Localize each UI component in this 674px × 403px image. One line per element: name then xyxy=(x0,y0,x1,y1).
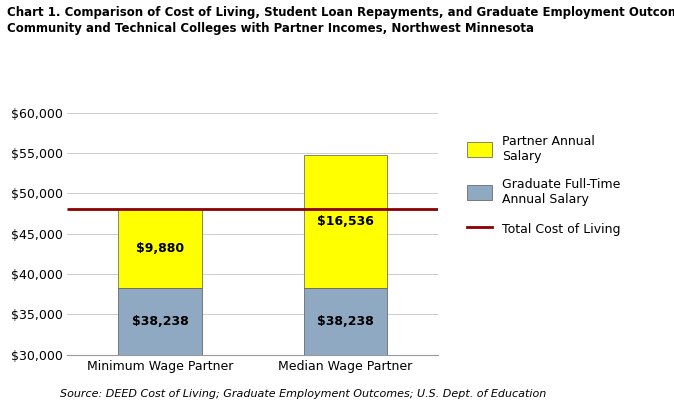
Text: $38,238: $38,238 xyxy=(131,315,189,328)
Bar xyxy=(304,288,387,355)
Bar xyxy=(119,209,202,288)
Text: $16,536: $16,536 xyxy=(317,215,374,228)
Legend: Partner Annual
Salary, Graduate Full-Time
Annual Salary, Total Cost of Living: Partner Annual Salary, Graduate Full-Tim… xyxy=(463,131,624,240)
Text: Community and Technical Colleges with Partner Incomes, Northwest Minnesota: Community and Technical Colleges with Pa… xyxy=(7,22,534,35)
Bar xyxy=(119,288,202,355)
Bar xyxy=(304,155,387,288)
Text: $38,238: $38,238 xyxy=(317,315,374,328)
Text: $9,880: $9,880 xyxy=(136,242,184,255)
Text: Chart 1. Comparison of Cost of Living, Student Loan Repayments, and Graduate Emp: Chart 1. Comparison of Cost of Living, S… xyxy=(7,6,674,19)
Text: Source: DEED Cost of Living; Graduate Employment Outcomes; U.S. Dept. of Educati: Source: DEED Cost of Living; Graduate Em… xyxy=(60,389,547,399)
